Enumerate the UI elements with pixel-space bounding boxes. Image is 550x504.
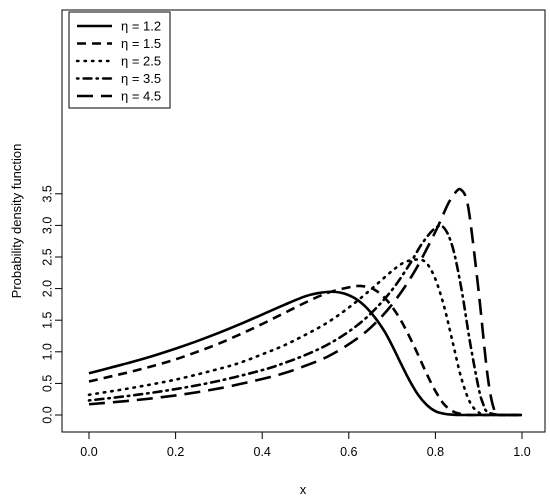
y-tick-label: 2.5 <box>40 248 54 265</box>
x-tick-label: 0.8 <box>427 445 444 459</box>
y-tick-label: 3.5 <box>40 185 54 202</box>
x-tick-label: 0.6 <box>340 445 357 459</box>
legend-label-2: η = 1.5 <box>121 36 161 51</box>
y-tick-label: 0.0 <box>40 406 54 423</box>
legend-label-3: η = 2.5 <box>121 54 161 69</box>
legend-box <box>68 11 171 109</box>
x-tick-label: 0.2 <box>167 445 184 459</box>
series-line-5 <box>88 187 522 417</box>
y-tick-label: 0.5 <box>40 375 54 392</box>
y-tick-label: 1.0 <box>40 343 54 360</box>
x-tick-label: 0.4 <box>254 445 271 459</box>
series-layer <box>87 187 524 417</box>
x-axis-label: x <box>300 482 307 497</box>
y-tick-label: 2.0 <box>40 280 54 297</box>
series-line-2 <box>88 284 522 417</box>
series-line-4 <box>87 224 524 417</box>
legend-label-1: η = 1.2 <box>121 19 161 34</box>
legend-label-5: η = 4.5 <box>121 89 161 104</box>
y-axis: 0.0 0.5 1.0 1.5 2.0 2.5 3.0 3.5 <box>40 185 63 424</box>
y-axis-label: Probability density function <box>9 144 24 299</box>
y-tick-label: 1.5 <box>40 311 54 328</box>
x-tick-label: 1.0 <box>513 445 530 459</box>
series-line-1 <box>88 290 522 417</box>
legend-label-4: η = 3.5 <box>121 71 161 86</box>
x-axis: 0.0 0.2 0.4 0.6 0.8 1.0 <box>80 431 531 459</box>
series-line-3 <box>87 258 524 417</box>
legend: η = 1.2 η = 1.5 η = 2.5 η = 3.5 η = 4.5 <box>68 11 171 109</box>
y-tick-label: 3.0 <box>40 217 54 234</box>
x-tick-label: 0.0 <box>80 445 97 459</box>
